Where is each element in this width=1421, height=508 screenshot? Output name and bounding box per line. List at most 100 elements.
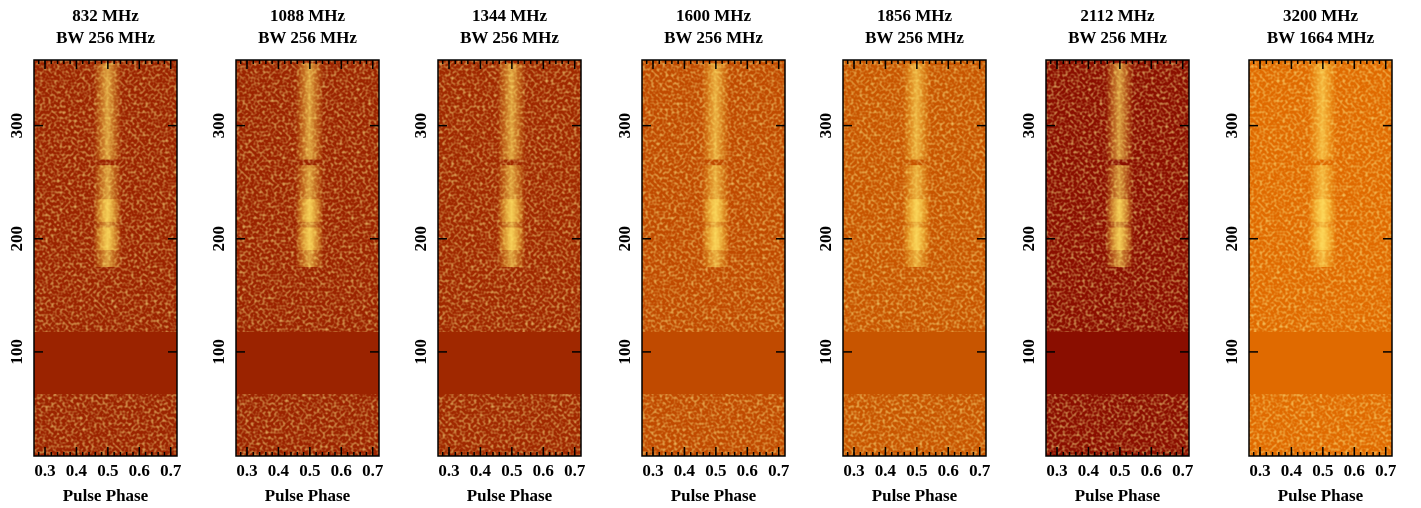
panel-title: 3200 MHz (1283, 6, 1359, 25)
x-tick-label: 0.6 (1344, 461, 1365, 480)
emission-streak (295, 63, 324, 160)
emission-streak (93, 63, 122, 160)
x-tick-label: 0.6 (737, 461, 758, 480)
x-tick-label: 0.6 (129, 461, 150, 480)
x-tick-label: 0.3 (1046, 461, 1067, 480)
x-tick-label: 0.6 (1141, 461, 1162, 480)
panel: 0.3 0.4 0.5 0.6 0.7 100 200 300 2112 MHz BW 256 M… (1019, 6, 1194, 505)
x-axis-label: Pulse Phase (1075, 486, 1161, 505)
y-tick-label: 100 (816, 339, 835, 365)
x-tick-label: 0.3 (34, 461, 55, 480)
emission-streak (1105, 199, 1134, 222)
x-tick-label: 0.7 (1375, 461, 1397, 480)
y-tick-label: 300 (7, 113, 26, 139)
y-tick-label: 100 (1222, 339, 1241, 365)
axes-box (842, 59, 987, 457)
panel-title: 1344 MHz (472, 6, 548, 25)
x-tick-label: 0.5 (906, 461, 927, 480)
masked-band (438, 332, 581, 394)
masked-band (34, 332, 177, 394)
panel: 0.3 0.4 0.5 0.6 0.7 100 200 300 1344 MHz BW 256 M… (411, 6, 586, 505)
x-tick-label: 0.4 (875, 461, 897, 480)
panel-subtitle: BW 256 MHz (664, 28, 763, 47)
x-tick-label: 0.6 (331, 461, 352, 480)
y-tick-label: 300 (1019, 113, 1038, 139)
y-tick-label: 300 (1222, 113, 1241, 139)
axes-box (1045, 59, 1190, 457)
y-tick-label: 200 (1222, 226, 1241, 252)
emission-streak (497, 63, 526, 160)
emission-streak (701, 227, 730, 251)
emission-streak (93, 227, 122, 251)
masked-band (1046, 332, 1189, 394)
axes-box (235, 59, 380, 457)
panel-subtitle: BW 256 MHz (460, 28, 559, 47)
masked-band (642, 332, 785, 394)
y-tick-label: 200 (1019, 226, 1038, 252)
y-tick-label: 200 (7, 226, 26, 252)
panel: 0.3 0.4 0.5 0.6 0.7 100 200 300 832 MHz BW 256 MH… (7, 6, 182, 505)
panel-title: 1600 MHz (676, 6, 752, 25)
x-tick-label: 0.7 (564, 461, 586, 480)
emission-streak (93, 199, 122, 222)
emission-streak (902, 227, 931, 251)
emission-streak (295, 199, 324, 222)
y-tick-label: 200 (209, 226, 228, 252)
x-axis-label: Pulse Phase (1278, 486, 1364, 505)
emission-streak (1308, 227, 1337, 251)
panel: 0.3 0.4 0.5 0.6 0.7 100 200 300 1600 MHz BW 256 M… (615, 6, 790, 505)
emission-streak (1105, 227, 1134, 251)
y-tick-label: 300 (615, 113, 634, 139)
x-tick-label: 0.7 (1172, 461, 1194, 480)
panel-title: 1856 MHz (877, 6, 953, 25)
emission-streak (1308, 199, 1337, 222)
x-tick-label: 0.4 (268, 461, 290, 480)
x-tick-label: 0.5 (501, 461, 522, 480)
x-tick-label: 0.6 (938, 461, 959, 480)
x-tick-label: 0.4 (1078, 461, 1100, 480)
x-axis-label: Pulse Phase (671, 486, 757, 505)
x-tick-label: 0.4 (66, 461, 88, 480)
x-tick-label: 0.4 (1281, 461, 1303, 480)
y-tick-label: 100 (615, 339, 634, 365)
masked-band (236, 332, 379, 394)
panel: 0.3 0.4 0.5 0.6 0.7 100 200 300 1856 MHz BW 256 M… (816, 6, 991, 505)
y-tick-label: 200 (411, 226, 430, 252)
y-tick-label: 100 (7, 339, 26, 365)
x-tick-label: 0.5 (1109, 461, 1130, 480)
axes-box (1248, 59, 1393, 457)
emission-streak (1308, 63, 1337, 160)
emission-streak (497, 199, 526, 222)
y-tick-label: 300 (816, 113, 835, 139)
x-tick-label: 0.7 (768, 461, 790, 480)
x-tick-label: 0.5 (299, 461, 320, 480)
x-tick-label: 0.5 (705, 461, 726, 480)
panel-subtitle: BW 256 MHz (56, 28, 155, 47)
emission-streak (902, 199, 931, 222)
x-tick-label: 0.5 (1312, 461, 1333, 480)
x-tick-label: 0.3 (843, 461, 864, 480)
panel: 0.3 0.4 0.5 0.6 0.7 100 200 300 1088 MHz BW 256 M… (209, 6, 384, 505)
emission-streak (902, 63, 931, 160)
y-tick-label: 100 (411, 339, 430, 365)
panel-title: 832 MHz (72, 6, 139, 25)
x-tick-label: 0.7 (969, 461, 991, 480)
emission-streak (295, 227, 324, 251)
panel-subtitle: BW 256 MHz (865, 28, 964, 47)
panel-title: 2112 MHz (1080, 6, 1155, 25)
panel-subtitle: BW 256 MHz (1068, 28, 1167, 47)
y-tick-label: 300 (411, 113, 430, 139)
axes-box (33, 59, 178, 457)
y-tick-label: 200 (816, 226, 835, 252)
x-axis-label: Pulse Phase (467, 486, 553, 505)
y-tick-label: 200 (615, 226, 634, 252)
emission-streak (701, 199, 730, 222)
panel-title: 1088 MHz (270, 6, 346, 25)
y-tick-label: 100 (209, 339, 228, 365)
x-tick-label: 0.3 (1249, 461, 1270, 480)
x-tick-label: 0.3 (438, 461, 459, 480)
panel: 0.3 0.4 0.5 0.6 0.7 100 200 300 3200 MHz BW 1664 … (1222, 6, 1397, 505)
emission-streak (701, 63, 730, 160)
emission-streak (497, 227, 526, 251)
